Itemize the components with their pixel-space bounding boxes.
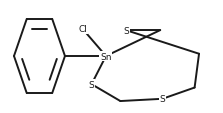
Text: S: S xyxy=(160,94,165,103)
Text: Sn: Sn xyxy=(100,52,112,61)
Text: S: S xyxy=(123,26,129,35)
Text: Cl: Cl xyxy=(78,25,87,34)
Text: S: S xyxy=(89,80,94,89)
